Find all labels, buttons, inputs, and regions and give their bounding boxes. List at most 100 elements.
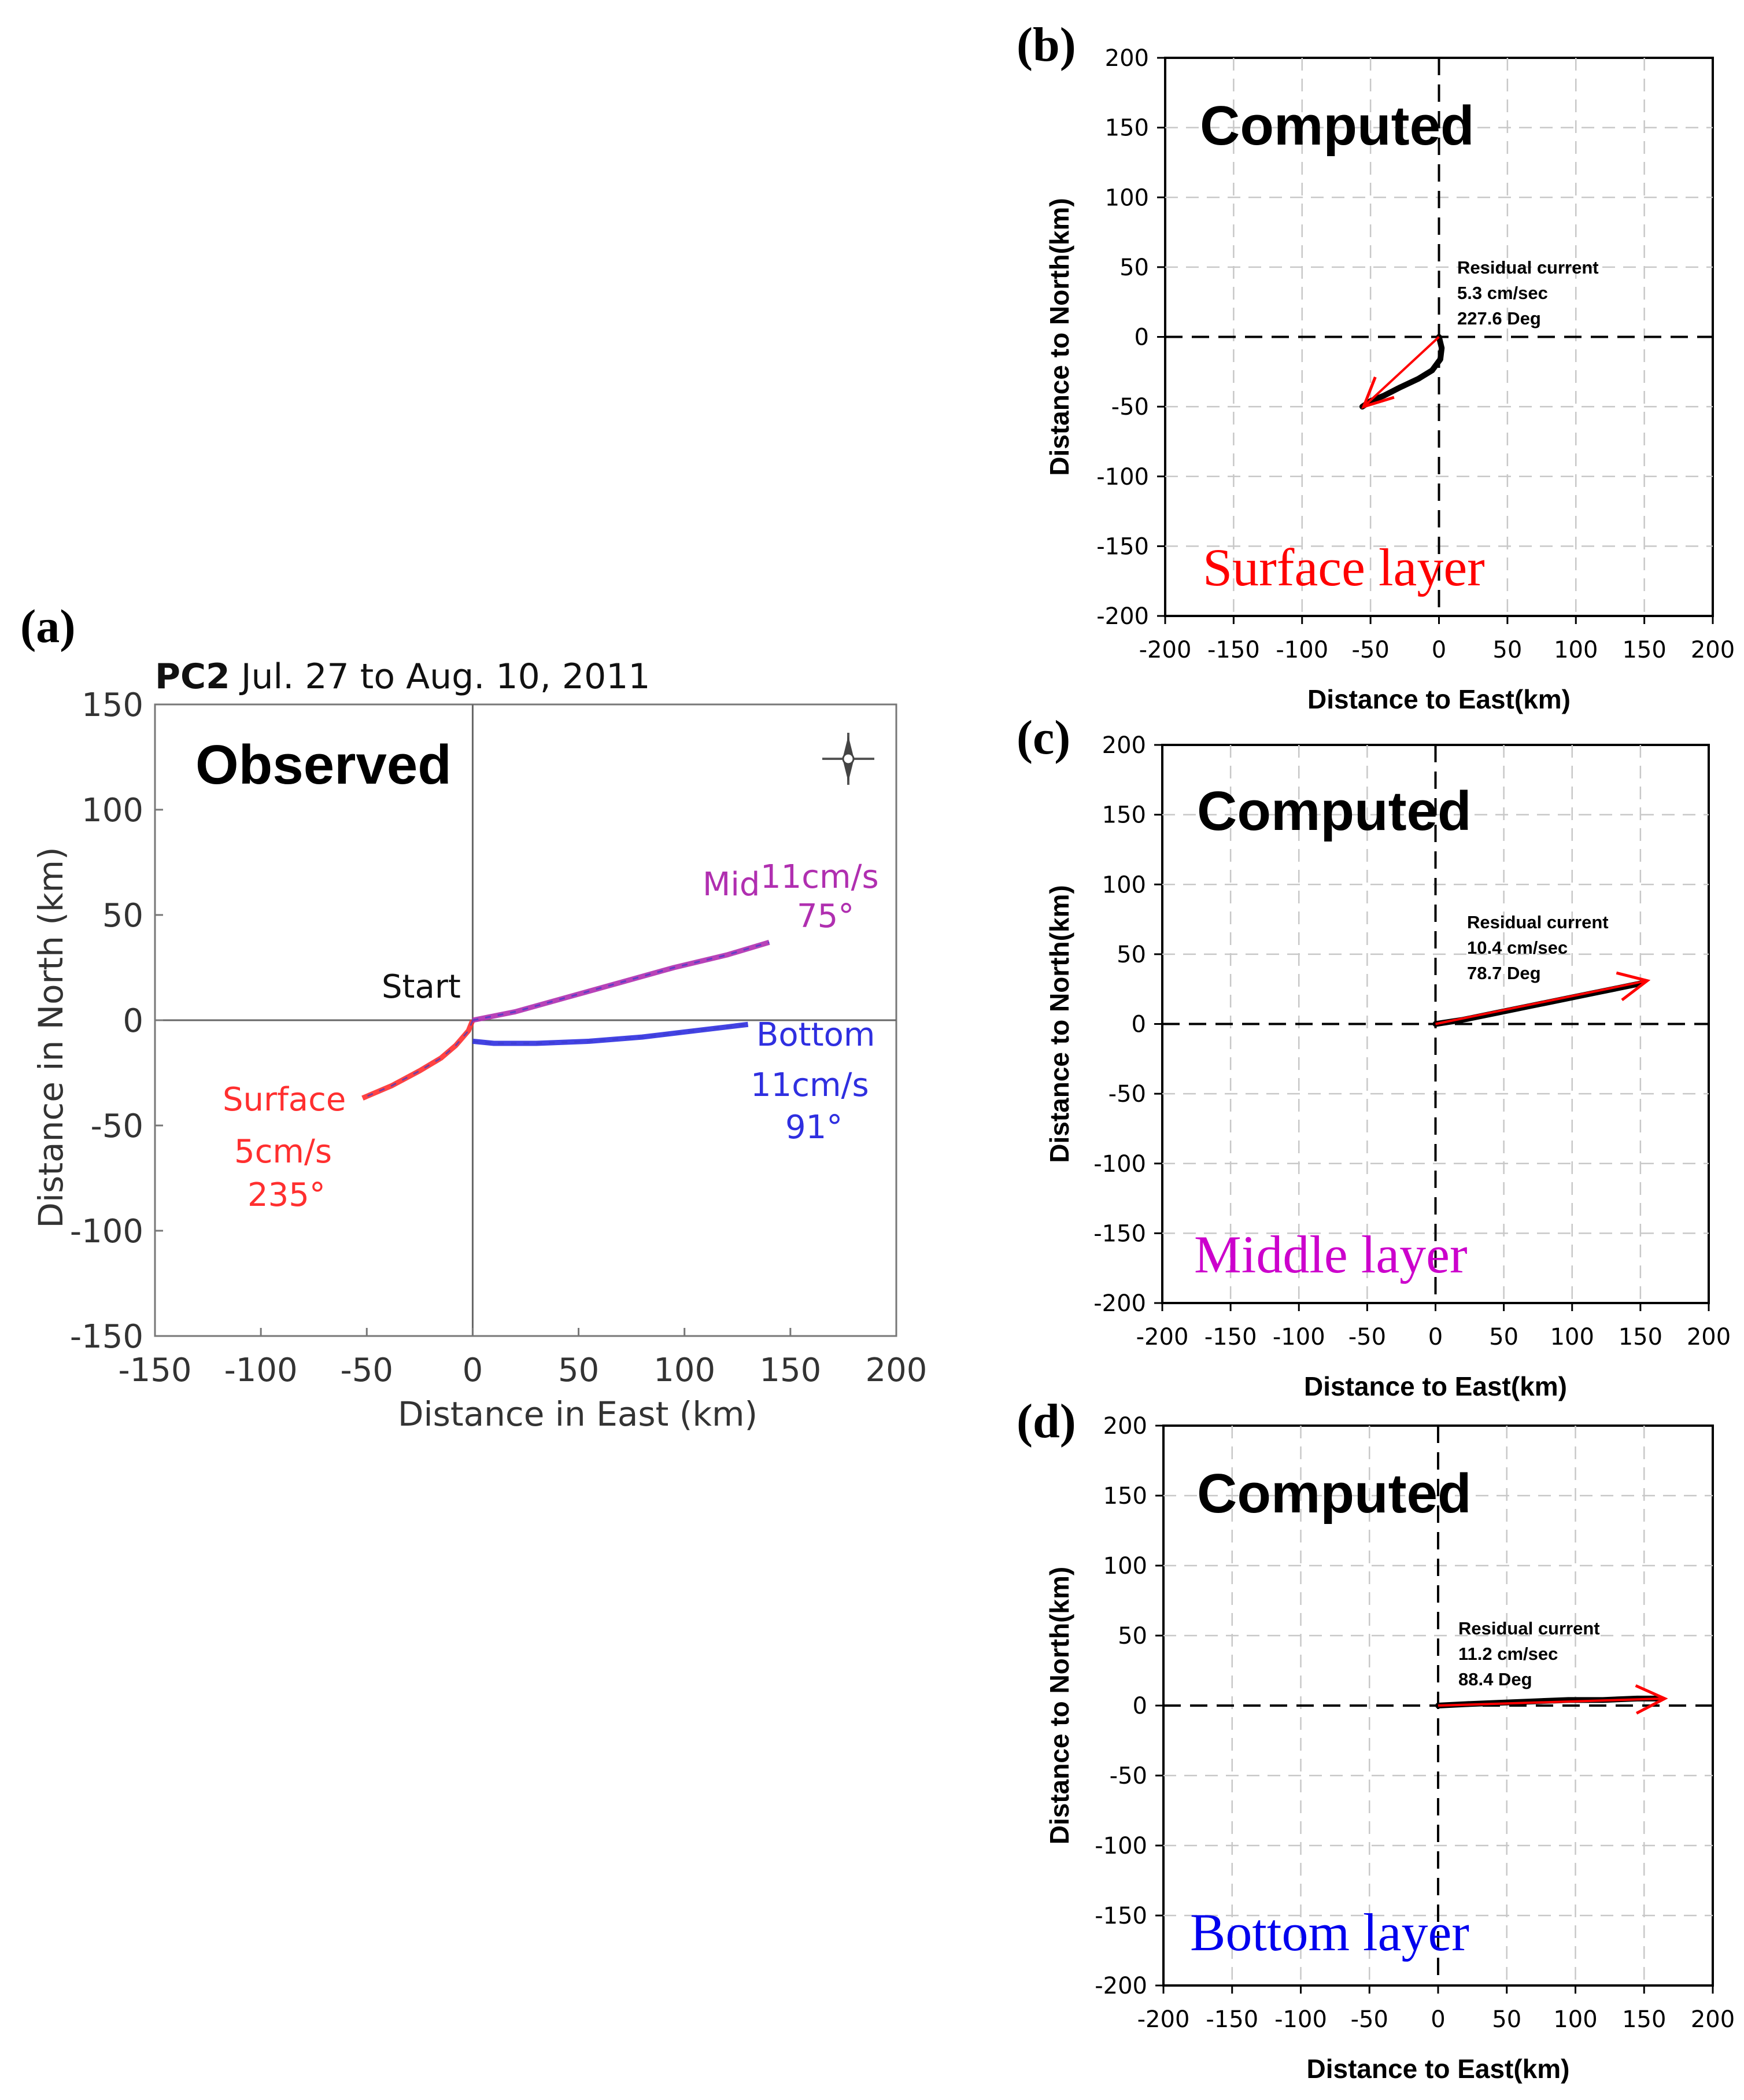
x-tick-label: 200 — [866, 1352, 928, 1389]
x-tick-label: -100 — [1276, 637, 1328, 663]
y-tick-label: -50 — [1109, 1081, 1146, 1108]
y-tick-label: 150 — [1103, 1483, 1147, 1510]
x-axis-label: Distance to East(km) — [1307, 684, 1571, 714]
y-tick-label: -150 — [70, 1318, 143, 1356]
y-tick-label: -200 — [1096, 603, 1149, 630]
x-tick-label: 200 — [1691, 2006, 1735, 2033]
trajectory-line — [1432, 980, 1643, 1027]
x-tick-label: 50 — [1492, 2006, 1521, 2033]
trajectory-line — [1359, 334, 1445, 410]
bottom-name-label: Bottom — [756, 1016, 875, 1054]
x-tick-label: -200 — [1137, 2006, 1190, 2033]
y-tick-label: 50 — [1118, 1623, 1147, 1649]
x-axis-label: Distance to East(km) — [1306, 2054, 1569, 2084]
y-tick-label: -100 — [1095, 1833, 1147, 1859]
y-tick-label: -100 — [1093, 1151, 1146, 1178]
x-tick-label: -150 — [1204, 1324, 1257, 1350]
x-tick-label: -100 — [1273, 1324, 1325, 1350]
y-axis-label: Distance in North (km) — [31, 847, 71, 1228]
panel-title: Computed — [1200, 95, 1475, 157]
y-tick-label: -100 — [1096, 464, 1149, 490]
x-tick-label: -150 — [1207, 637, 1260, 663]
chart-header: PC2 Jul. 27 to Aug. 10, 2011 — [155, 656, 651, 697]
residual-speed: 5.3 cm/sec — [1457, 283, 1548, 303]
compass-center — [842, 752, 855, 765]
panel-title: Computed — [1197, 1463, 1472, 1525]
y-axis-label: Distance to North(km) — [1044, 885, 1074, 1162]
residual-arrow — [1435, 979, 1648, 1025]
y-tick-label: -50 — [91, 1108, 143, 1145]
x-tick-label: 100 — [1553, 2006, 1597, 2033]
date-range: Jul. 27 to Aug. 10, 2011 — [230, 656, 651, 697]
y-tick-label: -150 — [1093, 1220, 1146, 1247]
panel-d: (d) -200 -150 -100 -50 0 50 100 150 200 -200 -150 -1… — [1017, 1394, 1735, 2084]
y-tick-label: 200 — [1105, 45, 1149, 72]
x-tick-label: 0 — [1428, 1324, 1443, 1350]
residual-arrow — [1438, 1697, 1665, 1707]
y-tick-label: 150 — [1102, 802, 1146, 829]
y-tick-label: 200 — [1102, 732, 1146, 759]
x-tick-label: 100 — [1554, 637, 1598, 663]
y-tick-label: 0 — [1133, 1693, 1147, 1719]
residual-direction: 78.7 Deg — [1467, 963, 1541, 983]
x-tick-label: -150 — [118, 1352, 191, 1389]
x-tick-label: 0 — [1431, 2006, 1445, 2033]
series-overlay-mid — [472, 941, 770, 1021]
compass-rose-icon — [822, 733, 874, 785]
residual-arrow — [1362, 336, 1440, 408]
x-tick-label: 150 — [1619, 1324, 1662, 1350]
x-tick-label: 50 — [1492, 637, 1522, 663]
x-tick-label: 150 — [1622, 637, 1666, 663]
y-tick-label: -150 — [1096, 533, 1149, 560]
y-tick-label: 100 — [1103, 1553, 1147, 1579]
surface-speed-label: 5cm/s — [234, 1133, 332, 1171]
residual-title: Residual current — [1467, 912, 1609, 932]
residual-direction: 227.6 Deg — [1457, 308, 1541, 329]
x-tick-label: 0 — [463, 1352, 483, 1389]
residual-title: Residual current — [1458, 1618, 1600, 1638]
y-tick-label: 0 — [1132, 1012, 1146, 1038]
start-label: Start — [382, 968, 461, 1006]
x-tick-label: -150 — [1206, 2006, 1258, 2033]
x-tick-label: 100 — [653, 1352, 715, 1389]
residual-direction: 88.4 Deg — [1458, 1669, 1532, 1689]
x-tick-label: 100 — [1550, 1324, 1594, 1350]
x-tick-label: 200 — [1691, 637, 1735, 663]
y-tick-label: 0 — [123, 1002, 143, 1040]
residual-arrow-head — [1635, 1684, 1668, 1715]
mid-speed-label: 11cm/s — [760, 858, 879, 896]
panel-label-d: (d) — [1017, 1394, 1076, 1448]
x-tick-label: -100 — [224, 1352, 298, 1389]
panel-c: (c) -200 -150 -100 -50 0 50 100 150 200 -200 -150 -1… — [1017, 711, 1731, 1401]
panel-label-b: (b) — [1017, 18, 1076, 72]
bottom-direction-label: 91° — [785, 1109, 843, 1146]
y-tick-label: -200 — [1093, 1290, 1146, 1317]
x-axis-label: Distance to East(km) — [1304, 1371, 1567, 1401]
y-tick-label: 150 — [82, 687, 143, 724]
y-tick-label: 50 — [1117, 942, 1146, 968]
y-tick-label: 50 — [102, 897, 143, 935]
x-tick-label: -50 — [1351, 2006, 1388, 2033]
surface-name-label: Surface — [223, 1081, 346, 1119]
y-tick-label: -50 — [1110, 1763, 1147, 1789]
panel-title: Computed — [1197, 780, 1472, 842]
x-tick-label: 50 — [1489, 1324, 1518, 1350]
x-tick-label: 50 — [558, 1352, 599, 1389]
layer-label: Bottom layer — [1190, 1903, 1469, 1962]
x-tick-label: -50 — [341, 1352, 393, 1389]
residual-arrow-head — [1616, 971, 1651, 1002]
x-tick-label: 150 — [1622, 2006, 1666, 2033]
residual-speed: 10.4 cm/sec — [1467, 938, 1568, 958]
residual-title: Residual current — [1457, 257, 1599, 278]
x-tick-label: 0 — [1432, 637, 1446, 663]
residual-speed: 11.2 cm/sec — [1458, 1644, 1558, 1664]
series-overlay-surface — [362, 1020, 474, 1099]
x-tick-label: -200 — [1136, 1324, 1189, 1350]
y-tick-label: 50 — [1119, 254, 1149, 281]
y-tick-label: 150 — [1105, 115, 1149, 142]
panel-a: (a)PC2 Jul. 27 to Aug. 10, 2011-150 -100-… — [20, 600, 927, 1434]
x-tick-label: -50 — [1351, 637, 1389, 663]
mid-direction-label: 75° — [797, 898, 854, 935]
y-tick-label: 100 — [1105, 184, 1149, 211]
